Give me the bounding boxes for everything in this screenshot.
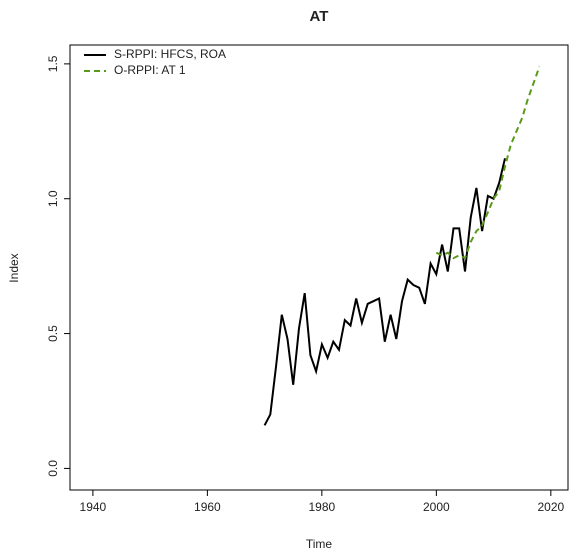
plot-frame — [69, 44, 569, 491]
x-tick-label: 1960 — [194, 500, 221, 514]
series-line — [435, 66, 541, 260]
x-tick-label: 2020 — [537, 500, 564, 514]
y-tick-label: 0.5 — [46, 325, 60, 342]
y-tick-label: 0.0 — [46, 460, 60, 477]
x-tick-label: 1980 — [309, 500, 336, 514]
x-axis-label: Time — [306, 537, 333, 551]
y-tick-label: 1.0 — [46, 190, 60, 207]
series-line — [263, 158, 506, 426]
legend-label: S-RPPI: HFCS, ROA — [114, 47, 226, 61]
chart-title: AT — [310, 8, 329, 25]
x-tick-label: 2000 — [423, 500, 450, 514]
legend-label: O-RPPI: AT 1 — [114, 63, 186, 77]
y-tick-label: 1.5 — [46, 55, 60, 72]
y-axis-label: Index — [7, 253, 21, 282]
x-tick-label: 1940 — [80, 500, 107, 514]
